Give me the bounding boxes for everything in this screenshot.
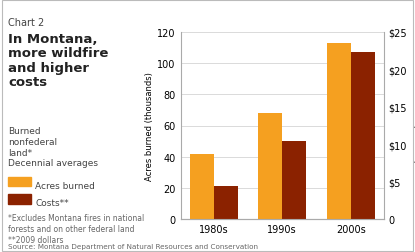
Bar	[214, 186, 238, 219]
Y-axis label: Acres burned (thousands): Acres burned (thousands)	[145, 72, 154, 180]
Text: **2009 dollars: **2009 dollars	[8, 235, 64, 244]
Y-axis label: Costs** (millions): Costs** (millions)	[412, 89, 415, 163]
Bar	[190, 154, 214, 219]
Text: Burned
nonfederal
land*: Burned nonfederal land*	[8, 126, 57, 157]
Text: Source: Montana Department of Natural Resources and Conservation: Source: Montana Department of Natural Re…	[8, 243, 258, 249]
Text: Decennial averages: Decennial averages	[8, 159, 98, 168]
Bar	[327, 44, 351, 219]
Text: forests and on other federal land: forests and on other federal land	[8, 224, 135, 233]
Text: In Montana,
more wildfire
and higher
costs: In Montana, more wildfire and higher cos…	[8, 33, 109, 89]
Bar	[258, 114, 282, 219]
Bar	[282, 142, 306, 219]
Text: Costs**: Costs**	[35, 199, 69, 208]
Text: *Excludes Montana fires in national: *Excludes Montana fires in national	[8, 213, 144, 222]
Bar	[351, 53, 375, 219]
Text: Acres burned: Acres burned	[35, 181, 95, 190]
Text: Chart 2: Chart 2	[8, 18, 44, 28]
